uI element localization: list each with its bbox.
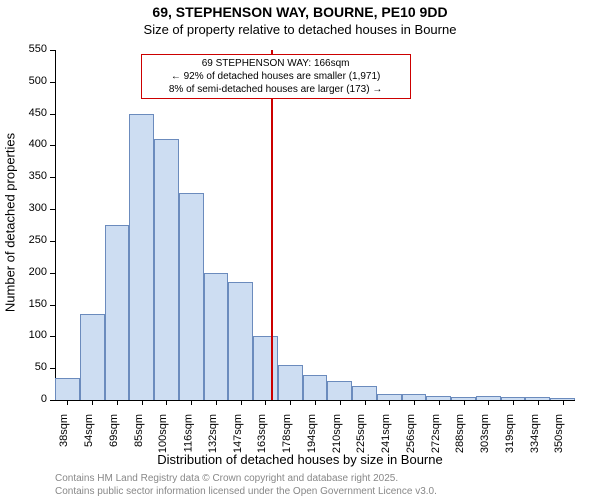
x-tick-label: 288sqm	[455, 414, 467, 453]
x-tick-mark	[513, 400, 514, 405]
y-tick-label: 500	[29, 75, 47, 87]
x-tick-label: 319sqm	[504, 414, 516, 453]
y-tick-label: 150	[29, 298, 47, 310]
x-tick-mark	[563, 400, 564, 405]
reference-line	[271, 50, 273, 400]
x-tick-label: 116sqm	[182, 414, 194, 452]
y-tick-mark	[50, 82, 55, 83]
y-tick-mark	[50, 336, 55, 337]
x-tick-mark	[439, 400, 440, 405]
x-axis-label: Distribution of detached houses by size …	[0, 452, 600, 467]
histogram-bar	[278, 365, 303, 400]
histogram-bar	[228, 282, 253, 400]
y-axis-line	[55, 50, 56, 400]
x-tick-mark	[414, 400, 415, 405]
x-tick-label: 272sqm	[430, 414, 442, 453]
y-tick-label: 450	[29, 107, 47, 119]
histogram-bar	[154, 139, 179, 400]
chart-title: 69, STEPHENSON WAY, BOURNE, PE10 9DD	[0, 4, 600, 20]
footer: Contains HM Land Registry data © Crown c…	[55, 472, 437, 498]
y-tick-mark	[50, 145, 55, 146]
x-tick-label: 225sqm	[356, 414, 368, 453]
annotation-line-2: ← 92% of detached houses are smaller (1,…	[146, 70, 406, 83]
x-tick-mark	[142, 400, 143, 405]
y-axis-label: Number of detached properties	[3, 123, 18, 323]
y-tick-label: 250	[29, 234, 47, 246]
x-tick-label: 334sqm	[529, 414, 541, 453]
histogram-bar	[327, 381, 352, 400]
annotation-box: 69 STEPHENSON WAY: 166sqm ← 92% of detac…	[141, 54, 411, 99]
histogram-bar	[352, 386, 377, 400]
x-tick-mark	[92, 400, 93, 405]
x-tick-label: 350sqm	[554, 414, 566, 453]
x-tick-label: 194sqm	[306, 414, 318, 453]
y-tick-label: 300	[29, 202, 47, 214]
x-tick-mark	[340, 400, 341, 405]
y-tick-mark	[50, 209, 55, 210]
histogram-bar	[129, 114, 154, 400]
y-tick-mark	[50, 50, 55, 51]
x-tick-mark	[538, 400, 539, 405]
y-tick-mark	[50, 368, 55, 369]
y-tick-label: 400	[29, 138, 47, 150]
annotation-line-3: 8% of semi-detached houses are larger (1…	[146, 83, 406, 96]
x-tick-mark	[365, 400, 366, 405]
x-tick-mark	[464, 400, 465, 405]
x-tick-label: 100sqm	[157, 414, 169, 453]
y-tick-mark	[50, 400, 55, 401]
y-tick-mark	[50, 177, 55, 178]
x-tick-mark	[389, 400, 390, 405]
y-tick-label: 50	[35, 361, 47, 373]
x-tick-label: 241sqm	[380, 414, 392, 453]
x-tick-mark	[166, 400, 167, 405]
histogram-bar	[253, 336, 278, 400]
x-tick-mark	[290, 400, 291, 405]
x-tick-label: 132sqm	[207, 414, 219, 453]
x-tick-mark	[265, 400, 266, 405]
y-tick-label: 100	[29, 329, 47, 341]
histogram-bar	[80, 314, 105, 400]
x-tick-label: 38sqm	[58, 414, 70, 447]
y-tick-mark	[50, 241, 55, 242]
y-tick-mark	[50, 114, 55, 115]
x-tick-mark	[241, 400, 242, 405]
x-tick-label: 303sqm	[479, 414, 491, 453]
x-tick-label: 147sqm	[232, 414, 244, 453]
chart-container: 69, STEPHENSON WAY, BOURNE, PE10 9DD Siz…	[0, 0, 600, 500]
x-tick-label: 85sqm	[133, 414, 145, 447]
annotation-line-1: 69 STEPHENSON WAY: 166sqm	[146, 57, 406, 70]
histogram-bar	[303, 375, 328, 400]
x-tick-label: 69sqm	[108, 414, 120, 447]
histogram-bar	[105, 225, 130, 400]
y-tick-mark	[50, 305, 55, 306]
y-tick-label: 350	[29, 170, 47, 182]
x-tick-mark	[488, 400, 489, 405]
x-tick-mark	[216, 400, 217, 405]
footer-line-1: Contains HM Land Registry data © Crown c…	[55, 472, 437, 485]
x-tick-mark	[117, 400, 118, 405]
x-tick-mark	[191, 400, 192, 405]
histogram-bar	[204, 273, 229, 400]
histogram-bar	[179, 193, 204, 400]
y-tick-mark	[50, 273, 55, 274]
footer-line-2: Contains public sector information licen…	[55, 485, 437, 498]
x-tick-label: 256sqm	[405, 414, 417, 453]
x-tick-label: 163sqm	[256, 414, 268, 453]
y-tick-label: 0	[41, 393, 47, 405]
y-tick-label: 200	[29, 266, 47, 278]
x-tick-mark	[315, 400, 316, 405]
y-tick-label: 550	[29, 43, 47, 55]
plot-area: 050100150200250300350400450500550 38sqm5…	[55, 50, 575, 400]
x-tick-mark	[67, 400, 68, 405]
x-tick-label: 54sqm	[83, 414, 95, 447]
x-tick-label: 178sqm	[281, 414, 293, 453]
x-tick-label: 210sqm	[331, 414, 343, 453]
chart-subtitle: Size of property relative to detached ho…	[0, 22, 600, 37]
histogram-bar	[55, 378, 80, 400]
